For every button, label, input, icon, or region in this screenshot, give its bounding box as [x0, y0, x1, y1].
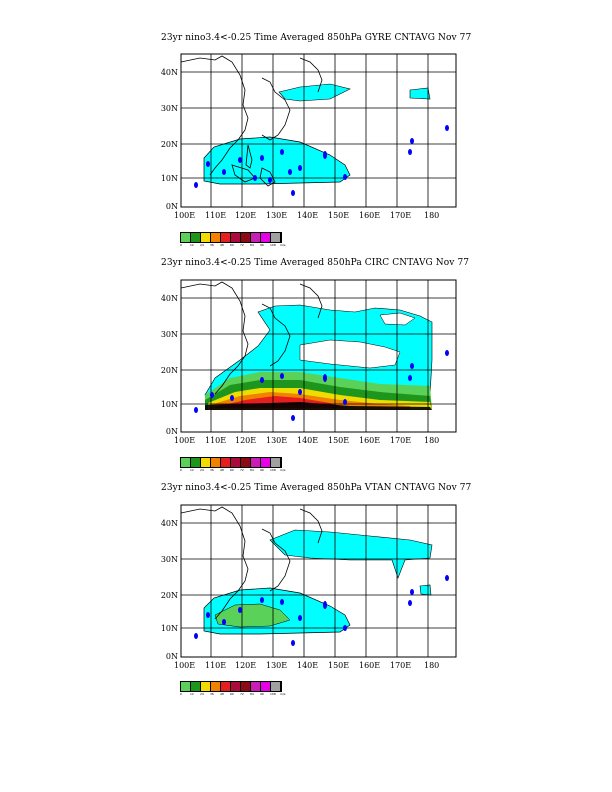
lat-label: 10N: [160, 624, 178, 633]
grid-lines: [181, 280, 456, 432]
lon-label: 110E: [205, 661, 227, 670]
lon-label: 140E: [297, 661, 319, 670]
lon-label: 170E: [390, 211, 412, 220]
colorbar: [180, 681, 282, 692]
grid-lines: [181, 54, 456, 207]
panel-title: 23yr nino3.4<-0.25 Time Averaged 850hPa …: [161, 483, 472, 493]
lon-label: 180: [424, 436, 440, 445]
panel-title: 23yr nino3.4<-0.25 Time Averaged 850hPa …: [161, 33, 472, 43]
lon-label: 180: [424, 211, 440, 220]
colorbar: [180, 457, 282, 468]
lon-label: 140E: [297, 436, 319, 445]
storm-tracks: [194, 125, 449, 196]
lon-label: 120E: [235, 211, 257, 220]
lat-label: 40N: [160, 294, 178, 303]
lon-label: 150E: [328, 661, 350, 670]
coastline: [180, 281, 323, 395]
lon-label: 170E: [390, 436, 412, 445]
lon-label: 130E: [266, 661, 288, 670]
lon-label: 120E: [235, 661, 257, 670]
lat-label: 40N: [160, 68, 178, 77]
lon-label: 160E: [359, 661, 381, 670]
lon-label: 180: [424, 661, 440, 670]
lon-label: 150E: [328, 211, 350, 220]
colorbar-labels: 0 12 24 36 48 60 72 84 96 108 m/s: [180, 468, 286, 472]
lat-label: 30N: [160, 330, 178, 339]
lon-label: 140E: [297, 211, 319, 220]
colorbar: [180, 232, 282, 243]
lon-label: 150E: [328, 436, 350, 445]
lat-label: 20N: [160, 140, 178, 149]
lat-label: 0N: [165, 652, 178, 661]
lon-label: 120E: [235, 436, 257, 445]
coastline: [180, 506, 323, 620]
storm-tracks: [194, 350, 449, 421]
grid-lines: [181, 505, 456, 657]
storm-tracks: [194, 575, 449, 646]
lon-label: 130E: [266, 436, 288, 445]
lat-label: 30N: [160, 555, 178, 564]
lon-label: 110E: [205, 211, 227, 220]
lat-label: 0N: [165, 202, 178, 211]
lat-label: 0N: [165, 427, 178, 436]
lat-label: 20N: [160, 366, 178, 375]
lon-label: 160E: [359, 211, 381, 220]
lat-label: 10N: [160, 174, 178, 183]
lon-label: 130E: [266, 211, 288, 220]
lat-label: 40N: [160, 519, 178, 528]
lat-label: 30N: [160, 104, 178, 113]
colorbar-labels: 0 12 24 36 48 60 72 84 96 108 m/s: [180, 692, 286, 696]
lon-label: 100E: [174, 436, 196, 445]
lat-label: 20N: [160, 591, 178, 600]
panel-title: 23yr nino3.4<-0.25 Time Averaged 850hPa …: [161, 258, 470, 268]
lon-label: 170E: [390, 661, 412, 670]
coastline: [180, 55, 323, 187]
lon-label: 100E: [174, 211, 196, 220]
lon-label: 110E: [205, 436, 227, 445]
colorbar-labels: 0 12 24 36 48 60 72 84 96 108 m/s: [180, 243, 286, 247]
lon-label: 160E: [359, 436, 381, 445]
lat-label: 10N: [160, 400, 178, 409]
lon-label: 100E: [174, 661, 196, 670]
